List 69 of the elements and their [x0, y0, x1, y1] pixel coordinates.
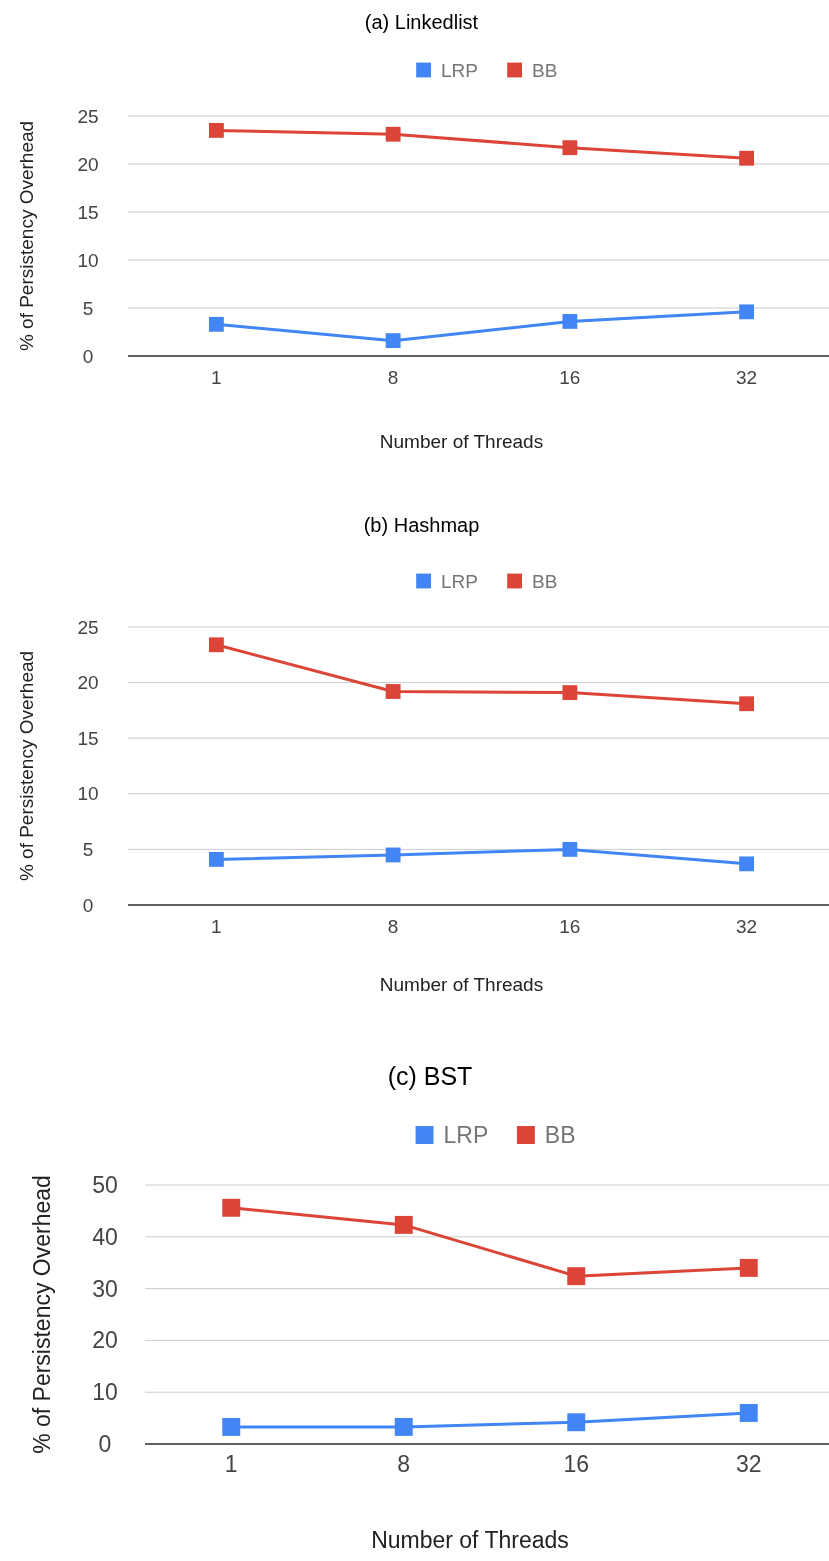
- x-tick-label: 8: [397, 1451, 411, 1477]
- x-axis-title: Number of Threads: [379, 974, 544, 995]
- y-tick-label: 20: [92, 1327, 118, 1354]
- x-tick-label: 8: [387, 916, 399, 937]
- y-tick-label: 20: [77, 672, 99, 694]
- point: [385, 126, 401, 142]
- y-tick-label: 30: [92, 1275, 118, 1302]
- y-tick-label: 0: [82, 894, 94, 916]
- point: [739, 856, 755, 872]
- y-tick-label: 40: [92, 1223, 118, 1250]
- x-tick-label: 32: [736, 916, 758, 937]
- point: [394, 1417, 413, 1436]
- legend-label: LRP: [441, 570, 478, 592]
- legend-label: BB: [544, 1122, 576, 1149]
- x-tick-label: 8: [387, 367, 399, 388]
- point: [208, 852, 224, 867]
- y-tick-label: 10: [77, 249, 99, 271]
- y-tick-label: 50: [92, 1172, 118, 1199]
- chart-title: (a) Linkedlist: [364, 11, 479, 33]
- y-axis-title: % of Persistency Overhead: [16, 650, 37, 882]
- point: [222, 1198, 241, 1217]
- y-tick-label: 25: [77, 616, 99, 638]
- legend-label: LRP: [443, 1122, 489, 1149]
- x-tick-label: 1: [211, 367, 222, 388]
- point: [562, 314, 578, 329]
- chart-title: (b) Hashmap: [363, 514, 480, 536]
- y-tick-label: 10: [77, 783, 99, 805]
- point: [562, 841, 578, 857]
- legend-label: BB: [532, 570, 558, 592]
- y-tick-label: 25: [77, 105, 99, 127]
- point: [385, 684, 401, 699]
- legend-label: BB: [532, 59, 558, 81]
- chart-title: (c) BST: [387, 1062, 473, 1090]
- x-tick-label: 16: [563, 1451, 590, 1477]
- point: [567, 1413, 586, 1432]
- x-axis-title: Number of Threads: [379, 431, 544, 452]
- point: [562, 685, 578, 701]
- point: [208, 637, 224, 653]
- y-tick-label: 15: [77, 201, 99, 223]
- x-axis-title: Number of Threads: [371, 1527, 569, 1553]
- y-tick-label: 0: [82, 345, 94, 367]
- y-axis-title: % of Persistency Overhead: [16, 120, 37, 352]
- point: [739, 304, 755, 320]
- y-tick-label: 5: [82, 297, 94, 319]
- y-tick-label: 10: [92, 1379, 118, 1406]
- point: [739, 1403, 758, 1422]
- point: [208, 316, 224, 332]
- x-tick-label: 16: [559, 916, 581, 937]
- point: [562, 140, 578, 156]
- x-tick-label: 1: [224, 1451, 238, 1477]
- point: [385, 333, 401, 349]
- y-tick-label: 0: [98, 1431, 112, 1458]
- x-tick-label: 32: [735, 1451, 762, 1477]
- x-tick-label: 1: [211, 916, 222, 937]
- x-tick-label: 16: [559, 367, 581, 388]
- point: [385, 847, 401, 863]
- legend-label: LRP: [441, 59, 478, 81]
- point: [739, 696, 755, 712]
- point: [567, 1267, 586, 1286]
- y-tick-label: 20: [77, 153, 99, 175]
- x-tick-label: 32: [736, 367, 758, 388]
- point: [394, 1215, 413, 1234]
- y-tick-label: 15: [77, 727, 99, 749]
- y-axis-title: % of Persistency Overhead: [29, 1175, 55, 1454]
- point: [208, 122, 224, 138]
- point: [739, 150, 755, 166]
- y-tick-label: 5: [82, 839, 94, 861]
- point: [739, 1258, 758, 1277]
- point: [222, 1417, 241, 1436]
